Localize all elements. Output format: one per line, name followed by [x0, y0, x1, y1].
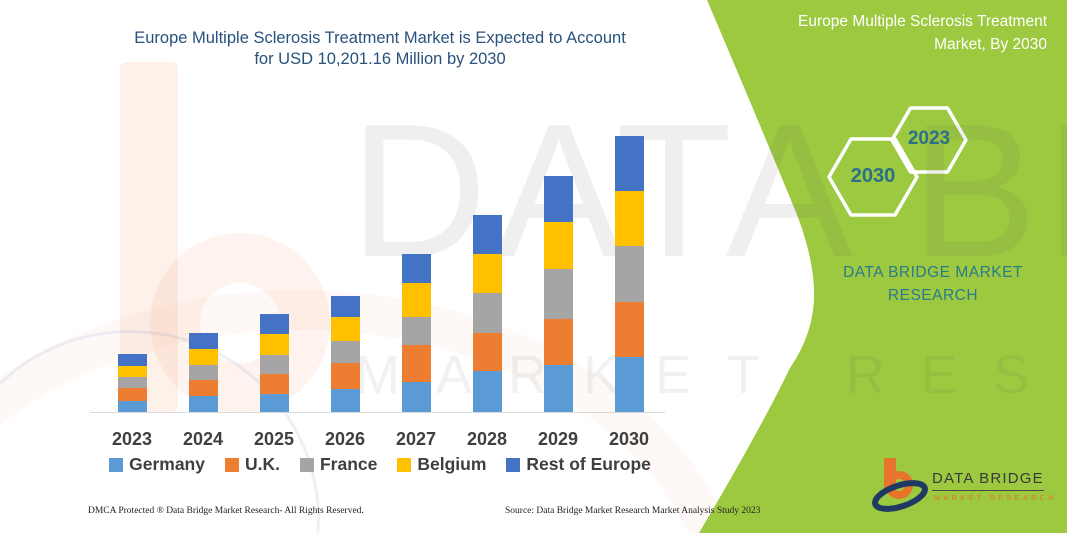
bar-segment-2024-germany	[188, 396, 218, 412]
bar-segment-2027-belgium	[401, 283, 431, 318]
side-panel-title: Europe Multiple Sclerosis Treatment Mark…	[747, 10, 1047, 56]
legend-item-u-k-: U.K.	[224, 454, 280, 475]
hex-year-2030: 2030	[850, 165, 896, 187]
bar-segment-2028-rest-of-europe	[472, 214, 502, 254]
bar-segment-2023-france	[117, 376, 147, 388]
legend-item-belgium: Belgium	[397, 454, 486, 475]
bar-segment-2028-belgium	[472, 253, 502, 293]
bar-segment-2027-rest-of-europe	[401, 253, 431, 284]
bar-segment-2030-germany	[614, 356, 644, 412]
chart-title: Europe Multiple Sclerosis Treatment Mark…	[80, 28, 680, 70]
logo-wordmark: DATA BRIDGE	[932, 470, 1044, 491]
x-axis-label-2023: 2023	[111, 429, 153, 449]
bar-segment-2029-rest-of-europe	[543, 175, 573, 222]
bar-segment-2029-belgium	[543, 221, 573, 269]
bar-segment-2029-u-k-	[543, 318, 573, 366]
logo-subtitle: MARKET RESEARCH	[934, 493, 1057, 502]
bar-segment-2028-u-k-	[472, 332, 502, 372]
bar-segment-2025-belgium	[259, 334, 289, 356]
x-axis-label-2029: 2029	[537, 429, 579, 449]
legend-label: Germany	[129, 454, 205, 474]
bar-segment-2027-germany	[401, 381, 431, 412]
bar-segment-2028-germany	[472, 371, 502, 412]
side-panel-title-line2: Market, By 2030	[934, 36, 1047, 53]
chart-title-line1: Europe Multiple Sclerosis Treatment Mark…	[134, 29, 626, 47]
side-panel-brand-line2: RESEARCH	[887, 287, 979, 304]
bar-segment-2030-belgium	[614, 191, 644, 247]
x-axis-label-2027: 2027	[395, 429, 437, 449]
legend-item-france: France	[299, 454, 378, 475]
x-axis-label-2030: 2030	[608, 429, 650, 449]
bar-segment-2028-france	[472, 292, 502, 333]
bar-segment-2026-belgium	[330, 317, 360, 342]
bar-segment-2023-belgium	[117, 365, 147, 377]
x-axis-label-2024: 2024	[182, 429, 224, 449]
bar-segment-2030-u-k-	[614, 301, 644, 357]
bar-segment-2029-germany	[543, 365, 573, 412]
bar-segment-2027-u-k-	[401, 345, 431, 382]
legend-item-rest-of-europe: Rest of Europe	[506, 454, 651, 475]
hexagon-2023	[890, 106, 968, 174]
bar-segment-2023-u-k-	[117, 387, 147, 402]
bar-segment-2026-rest-of-europe	[330, 295, 360, 318]
legend-label: Belgium	[417, 454, 487, 474]
green-panel-shape	[699, 0, 1067, 533]
legend: Germany U.K. France Belgium Rest of Europe	[80, 454, 680, 475]
bar-segment-2026-germany	[330, 388, 360, 412]
bar-segment-2025-germany	[259, 393, 289, 412]
bar-segment-2025-france	[259, 355, 289, 375]
hexagon-2030	[827, 137, 919, 217]
bar-segment-2023-rest-of-europe	[117, 353, 147, 366]
footer-dmca: DMCA Protected ® Data Bridge Market Rese…	[88, 506, 364, 516]
legend-swatch-icon	[109, 457, 124, 472]
legend-label: France	[319, 454, 378, 474]
legend-swatch-icon	[397, 457, 412, 472]
x-axis-line	[90, 412, 665, 413]
bar-segment-2024-u-k-	[188, 380, 218, 397]
bar-segment-2030-rest-of-europe	[614, 136, 644, 192]
legend-swatch-icon	[506, 457, 521, 472]
x-axis-label-2026: 2026	[324, 429, 366, 449]
legend-label: U.K.	[244, 454, 280, 474]
hex-year-2023: 2023	[907, 128, 951, 149]
bar-segment-2025-rest-of-europe	[259, 314, 289, 335]
legend-swatch-icon	[224, 457, 239, 472]
bar-segment-2026-france	[330, 341, 360, 364]
bar-segment-2030-france	[614, 246, 644, 302]
bar-segment-2024-france	[188, 364, 218, 381]
x-axis-label-2028: 2028	[466, 429, 508, 449]
legend-swatch-icon	[299, 457, 314, 472]
databridge-logo-mark	[872, 458, 928, 512]
bar-segment-2026-u-k-	[330, 363, 360, 389]
legend-item-germany: Germany	[109, 454, 205, 475]
bar-segment-2023-germany	[117, 401, 147, 412]
bar-segment-2024-rest-of-europe	[188, 332, 218, 349]
footer-source: Source: Data Bridge Market Research Mark…	[505, 506, 761, 516]
bar-segment-2029-france	[543, 268, 573, 319]
bar-segment-2025-u-k-	[259, 374, 289, 394]
logo-ellipse-swoosh	[872, 480, 928, 512]
bar-segment-2024-belgium	[188, 348, 218, 365]
legend-label: Rest of Europe	[526, 454, 651, 474]
x-axis-label-2025: 2025	[253, 429, 295, 449]
side-panel-brand: DATA BRIDGE MARKET RESEARCH	[823, 261, 1043, 307]
side-panel-brand-line1: DATA BRIDGE MARKET	[843, 264, 1023, 281]
side-panel-title-line1: Europe Multiple Sclerosis Treatment	[798, 13, 1047, 30]
databridge-logo: DATA BRIDGE MARKET RESEARCH	[868, 452, 1058, 516]
chart-title-line2: for USD 10,201.16 Million by 2030	[254, 50, 506, 68]
bar-segment-2027-france	[401, 317, 431, 346]
